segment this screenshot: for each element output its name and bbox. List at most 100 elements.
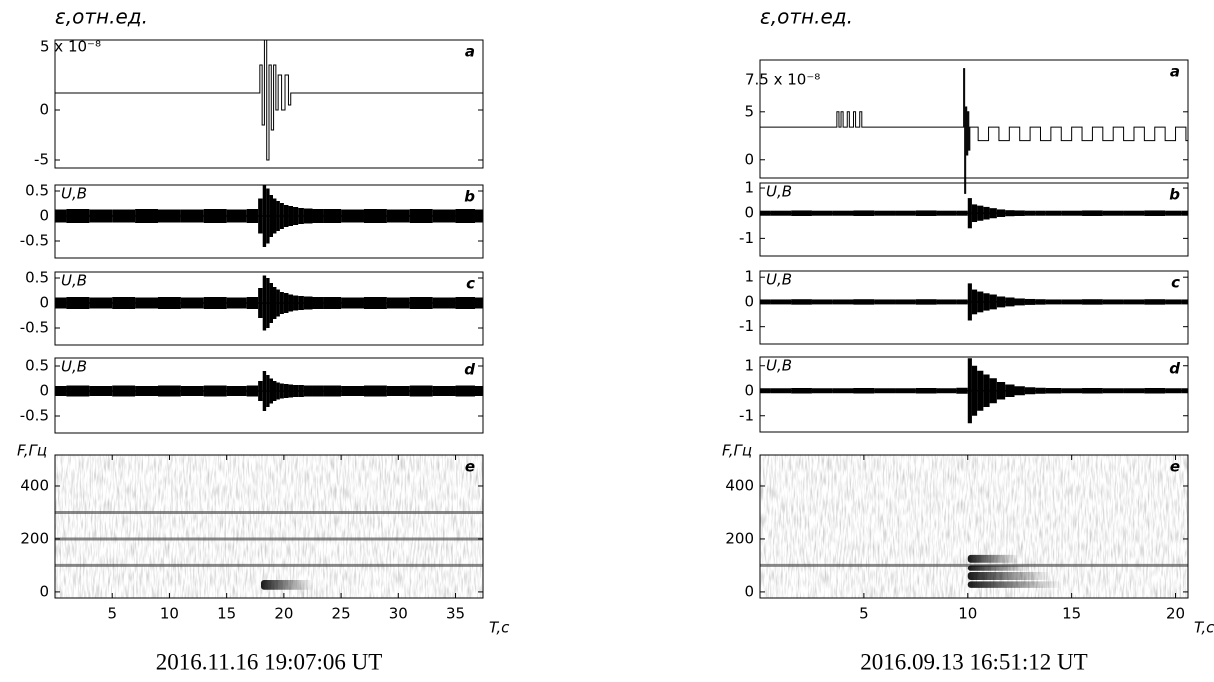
envelope-bar (936, 388, 957, 394)
envelope-bar (895, 210, 916, 216)
envelope-bar (760, 388, 771, 394)
envelope-bar (269, 283, 274, 323)
panel-letter: a (1170, 63, 1180, 81)
envelope-bar (1102, 210, 1124, 216)
envelope-bar (89, 386, 113, 396)
envelope-bar (1005, 297, 1015, 307)
envelope-bar (455, 385, 475, 397)
envelope-bar (323, 385, 342, 397)
scale-label: 5 x 10⁻⁸ (40, 38, 101, 56)
envelope-bar (1144, 210, 1166, 216)
panel: -1 0 1 d U,B (739, 356, 1189, 433)
y-axis-label: U,B (766, 183, 792, 201)
envelope-bar (258, 288, 263, 318)
envelope-bar (874, 210, 896, 216)
panel: 0 5 a ε,отн.ед. 7.5 x 10⁻⁸ (744, 5, 1189, 194)
envelope-bar (157, 297, 181, 309)
envelope-bar (977, 291, 984, 313)
burst (967, 554, 1020, 563)
spectrogram-noise (55, 455, 483, 598)
envelope-bar (1144, 299, 1166, 305)
envelope-bar (832, 299, 854, 305)
envelope-bar (760, 299, 771, 305)
y-tick-label: -0.5 (20, 407, 49, 425)
envelope-bar (971, 289, 978, 315)
y-tick-label: -0.5 (20, 319, 49, 337)
envelope-bar (312, 385, 324, 397)
x-tick-label: 10 (958, 605, 977, 623)
envelope-bar (770, 388, 792, 394)
y-tick-label: 1 (744, 268, 754, 286)
envelope-bar (811, 210, 833, 216)
envelope-bar (1035, 299, 1046, 305)
axes-frame (54, 39, 484, 169)
y-tick-label: 200 (725, 529, 754, 547)
envelope-bar (1005, 384, 1015, 397)
burst (967, 565, 1031, 571)
envelope-bar (276, 289, 280, 317)
envelope-bar (1014, 298, 1025, 306)
envelope-bar (135, 386, 158, 396)
envelope-bar (269, 378, 274, 404)
envelope-bar (203, 297, 227, 309)
panel: -5 0 a ε,отн.ед. 5 x 10⁻⁸ (34, 5, 484, 169)
envelope-bar (1102, 388, 1124, 394)
envelope-bar (983, 374, 990, 407)
panel-letter: b (1169, 186, 1180, 204)
axes-frame (759, 454, 1189, 599)
panel-letter: a (465, 43, 475, 61)
axes-frame (759, 59, 1189, 179)
envelope-bar (246, 297, 259, 309)
envelope-bar (288, 294, 294, 312)
envelope-bar (1061, 299, 1083, 305)
x-tick-label: 20 (1166, 605, 1185, 623)
envelope-bar (341, 209, 364, 223)
envelope-bar (262, 371, 267, 411)
panel-letter: d (464, 361, 475, 379)
envelope-bar (341, 297, 364, 309)
y-tick-label: 0 (744, 582, 754, 600)
envelope-bar (226, 386, 247, 396)
envelope-bar (283, 384, 289, 398)
y-tick-label: 200 (20, 529, 49, 547)
envelope-bar (293, 207, 299, 225)
x-tick-label: 35 (446, 605, 465, 623)
envelope-bar (288, 384, 294, 398)
envelope-bar (298, 208, 304, 224)
envelope-bar (180, 386, 204, 396)
envelope-bar (323, 209, 342, 223)
envelope-bar (853, 299, 875, 305)
burst (967, 581, 1062, 588)
envelope-bar (432, 297, 456, 309)
caption: 2016.09.13 16:51:12 UT (860, 649, 1087, 674)
y-tick-label: 0 (39, 294, 49, 312)
envelope-bar (303, 296, 313, 310)
y-axis-label: U,B (61, 272, 87, 290)
y-tick-label: 0 (744, 204, 754, 222)
envelope-bar (246, 385, 259, 397)
envelope-bar (1123, 210, 1145, 216)
envelope-bar (996, 296, 1006, 308)
x-tick-label: 20 (274, 605, 293, 623)
envelope-bar (363, 209, 387, 223)
axes-frame (54, 357, 484, 434)
x-axis-label: T,c (489, 619, 510, 637)
envelope-bar (55, 386, 67, 396)
envelope-bar (262, 185, 267, 247)
envelope-bar (273, 198, 277, 234)
envelope-bar (157, 209, 181, 223)
envelope-bar (977, 370, 984, 411)
envelope-bar (1061, 210, 1083, 216)
envelope-bar (832, 210, 854, 216)
envelope-bar (112, 297, 136, 309)
envelope-bar (915, 210, 937, 216)
panel-letter: c (1171, 274, 1180, 292)
envelope-bar (832, 388, 854, 394)
envelope-bar (936, 299, 957, 305)
caption: 2016.11.16 19:07:06 UT (156, 649, 383, 674)
envelope-bar (273, 381, 277, 401)
envelope-bar (363, 385, 387, 397)
envelope-bar (989, 294, 997, 310)
envelope-bar (967, 283, 972, 321)
